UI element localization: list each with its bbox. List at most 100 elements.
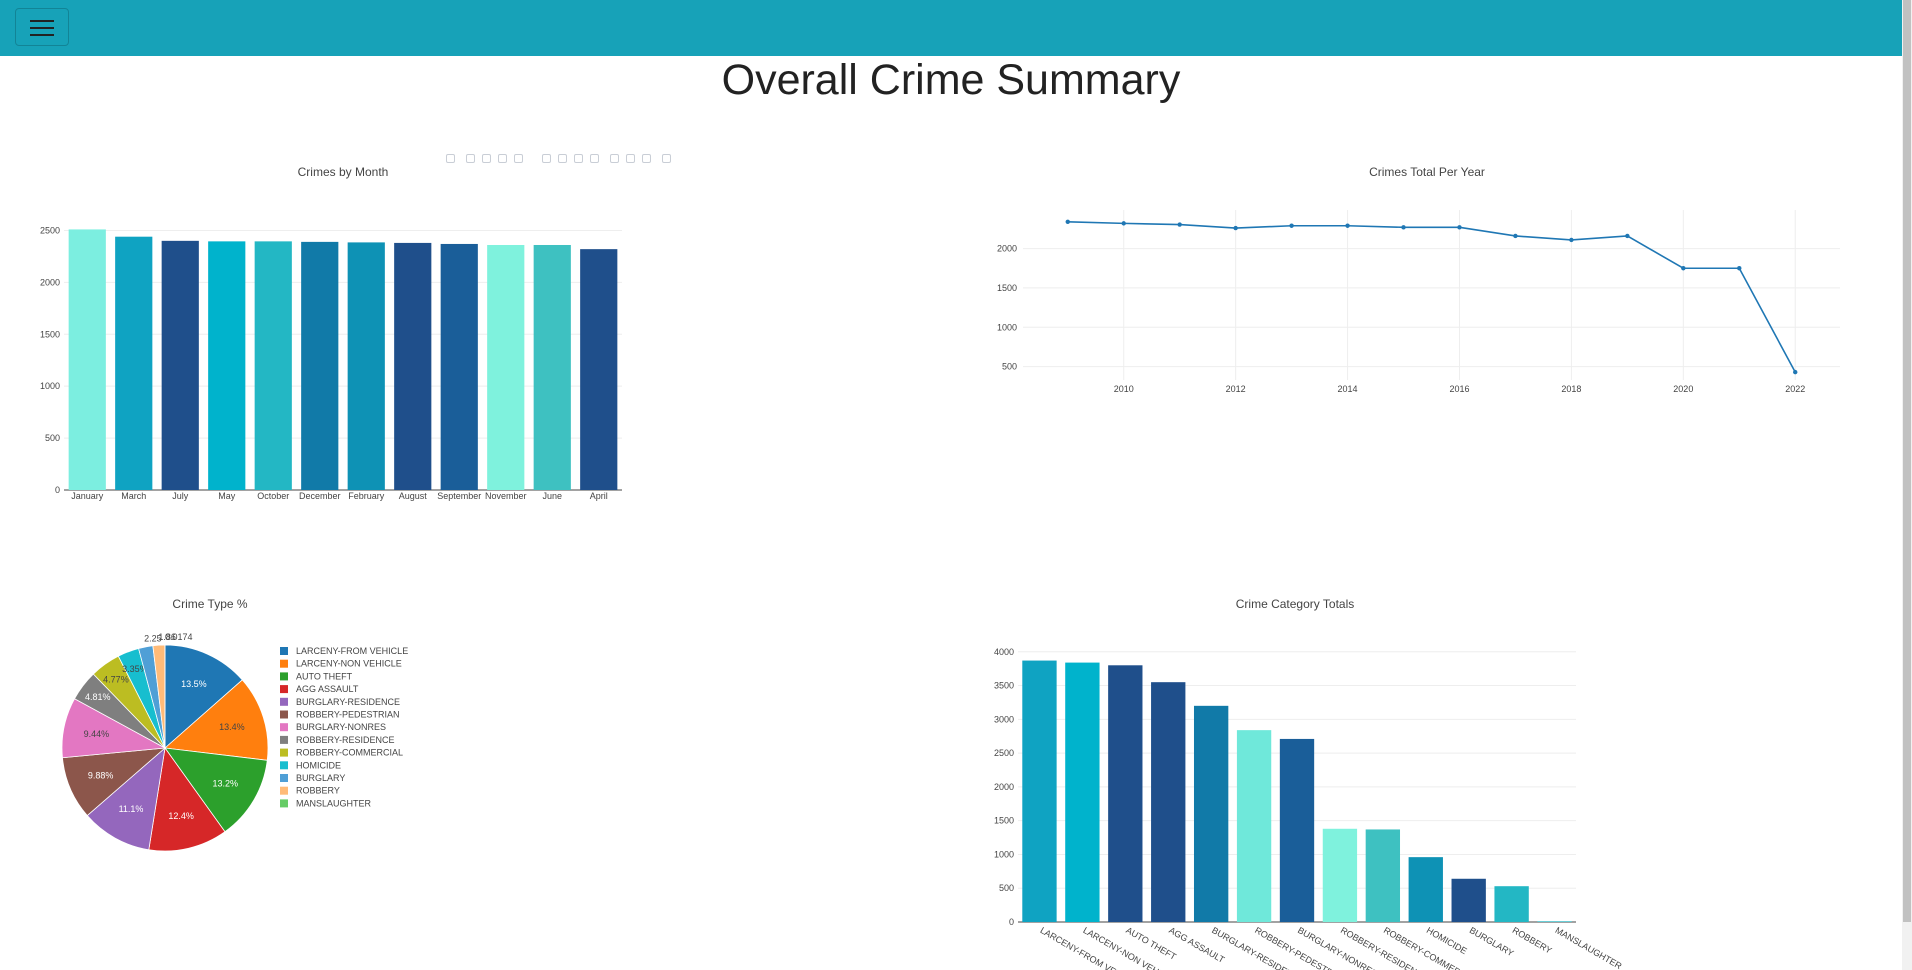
x-tick-label: December bbox=[299, 491, 341, 501]
y-tick-label: 2000 bbox=[994, 782, 1014, 792]
bar bbox=[1322, 828, 1358, 922]
x-tick-label: 2012 bbox=[1226, 384, 1246, 394]
x-tick-label: ROBBERY bbox=[1511, 925, 1554, 956]
camera-icon[interactable] bbox=[446, 154, 455, 163]
hamburger-menu-icon[interactable] bbox=[15, 8, 69, 46]
y-tick-label: 0 bbox=[55, 485, 60, 495]
chart-title: Crimes by Month bbox=[298, 165, 389, 179]
y-tick-label: 1000 bbox=[40, 381, 60, 391]
x-tick-label: November bbox=[485, 491, 527, 501]
autoscale-icon[interactable] bbox=[574, 154, 583, 163]
chart-crime-category-totals: Crime Category Totals 0 500 1000 1500 2000 250… bbox=[940, 585, 1640, 970]
chart-modebar[interactable] bbox=[446, 152, 676, 166]
x-tick-label: February bbox=[348, 491, 385, 501]
bar bbox=[208, 241, 246, 490]
slice-label: 11.1% bbox=[119, 804, 144, 814]
bar bbox=[1365, 829, 1401, 922]
x-tick-label: 2016 bbox=[1449, 384, 1469, 394]
slice-label: 13.2% bbox=[213, 779, 239, 789]
data-point bbox=[1121, 221, 1126, 226]
box-select-icon[interactable] bbox=[498, 154, 507, 163]
x-tick-label: January bbox=[71, 491, 104, 501]
data-point bbox=[1345, 223, 1350, 228]
bar bbox=[580, 249, 618, 490]
pie-slice bbox=[86, 746, 166, 851]
bar bbox=[347, 242, 385, 490]
pie-slice bbox=[148, 746, 226, 852]
x-tick-label: May bbox=[218, 491, 236, 501]
bar bbox=[1193, 705, 1229, 922]
y-tick-label: 500 bbox=[999, 883, 1014, 893]
zoom-out-icon[interactable] bbox=[558, 154, 567, 163]
legend-swatch bbox=[280, 774, 288, 782]
data-point bbox=[1681, 266, 1686, 271]
x-tick-label: 2018 bbox=[1561, 384, 1581, 394]
data-point bbox=[1737, 266, 1742, 271]
y-tick-label: 1500 bbox=[997, 283, 1017, 293]
reset-axes-icon[interactable] bbox=[590, 154, 599, 163]
slice-label: 4.77% bbox=[103, 674, 129, 684]
slice-label: 0.0174 bbox=[165, 632, 193, 642]
spike-lines-icon[interactable] bbox=[610, 154, 619, 163]
legend-label: BURGLARY-RESIDENCE bbox=[296, 697, 400, 707]
y-tick-label: 2000 bbox=[997, 244, 1017, 254]
hamburger-bar bbox=[30, 20, 54, 22]
legend-swatch bbox=[280, 748, 288, 757]
pie-slice bbox=[164, 644, 243, 749]
y-tick-label: 2500 bbox=[994, 748, 1014, 758]
y-tick-label: 500 bbox=[1002, 362, 1017, 372]
zoom-in-icon[interactable] bbox=[542, 154, 551, 163]
legend-swatch bbox=[280, 761, 288, 770]
slice-label: 1.86 bbox=[158, 632, 176, 642]
data-point bbox=[1289, 223, 1294, 228]
legend-label: ROBBERY-RESIDENCE bbox=[296, 735, 395, 745]
pan-icon[interactable] bbox=[482, 154, 491, 163]
x-tick-label: June bbox=[542, 491, 562, 501]
vertical-scrollbar[interactable] bbox=[1902, 0, 1912, 970]
bar bbox=[254, 241, 292, 490]
bar bbox=[1494, 886, 1529, 922]
bar bbox=[1236, 730, 1272, 922]
bar bbox=[115, 236, 153, 490]
bar bbox=[1408, 857, 1443, 922]
chart-title: Crime Category Totals bbox=[1236, 597, 1355, 611]
page-title: Overall Crime Summary bbox=[721, 56, 1181, 104]
slice-label: 2.25 bbox=[144, 634, 162, 644]
pie-slice bbox=[164, 747, 268, 833]
y-tick-label: 4000 bbox=[994, 647, 1014, 657]
slice-label: 3.35% bbox=[122, 664, 148, 674]
legend-swatch bbox=[280, 672, 288, 681]
legend-label: ROBBERY bbox=[296, 786, 340, 796]
hover-compare-icon[interactable] bbox=[642, 154, 651, 163]
slice-label: 9.88% bbox=[88, 771, 114, 781]
x-tick-label: 2022 bbox=[1785, 384, 1805, 394]
x-tick-label: August bbox=[399, 491, 428, 501]
y-tick-label: 0 bbox=[1009, 917, 1014, 927]
chart-crimes-by-month: Crimes by Month 0 500 1000 1500 2000 2500 Janua… bbox=[0, 155, 680, 515]
legend-label: BURGLARY-NONRES bbox=[296, 722, 386, 732]
hover-closest-icon[interactable] bbox=[626, 154, 635, 163]
y-tick-label: 1000 bbox=[994, 849, 1014, 859]
bar bbox=[533, 244, 571, 490]
y-tick-label: 3500 bbox=[994, 681, 1014, 691]
x-tick-label: 2010 bbox=[1114, 384, 1134, 394]
bar bbox=[394, 242, 432, 490]
legend-swatch bbox=[280, 723, 288, 732]
slice-label: 13.5% bbox=[181, 679, 207, 689]
slice-label: 4.81% bbox=[85, 692, 111, 702]
y-tick-label: 3000 bbox=[994, 714, 1014, 724]
chart-title: Crimes Total Per Year bbox=[1369, 165, 1485, 179]
data-point bbox=[1569, 237, 1574, 243]
scrollbar-thumb[interactable] bbox=[1903, 0, 1911, 922]
x-tick-label: 2020 bbox=[1673, 384, 1693, 394]
y-tick-label: 500 bbox=[45, 433, 60, 443]
x-tick-label: September bbox=[437, 491, 481, 501]
plotly-logo-icon[interactable] bbox=[662, 154, 671, 163]
legend-label: LARCENY-NON VEHICLE bbox=[296, 659, 402, 669]
x-tick-label: BURGLARY bbox=[1468, 925, 1516, 958]
data-point bbox=[1457, 225, 1462, 230]
legend-swatch bbox=[280, 799, 288, 808]
bar bbox=[487, 244, 525, 490]
zoom-icon[interactable] bbox=[466, 154, 475, 163]
lasso-select-icon[interactable] bbox=[514, 154, 523, 163]
